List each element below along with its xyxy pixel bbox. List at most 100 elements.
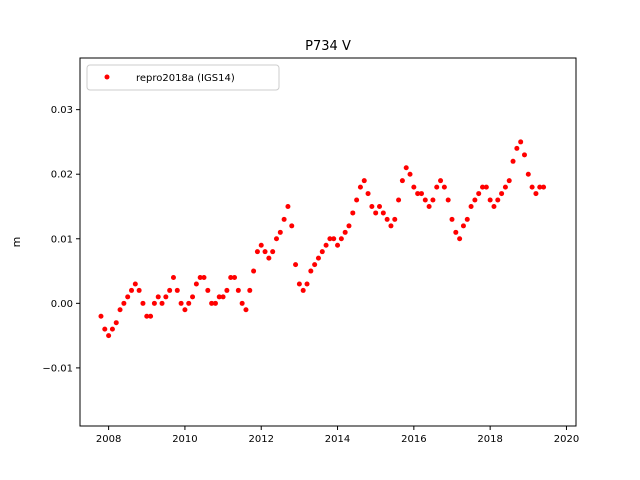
data-point xyxy=(98,313,104,319)
data-point xyxy=(491,203,497,209)
x-tick-label: 2018 xyxy=(477,434,502,445)
data-point xyxy=(338,236,344,242)
data-point xyxy=(335,242,341,248)
data-point xyxy=(380,210,386,216)
data-point xyxy=(331,236,337,242)
y-tick-label: 0.01 xyxy=(51,234,73,245)
data-point xyxy=(483,184,489,190)
data-point xyxy=(518,139,524,145)
data-point xyxy=(422,197,428,203)
data-point xyxy=(216,294,222,300)
data-point xyxy=(388,223,394,229)
data-point xyxy=(125,294,131,300)
data-point xyxy=(163,294,169,300)
data-point xyxy=(190,294,196,300)
data-point xyxy=(232,275,238,281)
data-point xyxy=(239,300,245,306)
data-point xyxy=(399,178,405,184)
data-point xyxy=(289,223,295,229)
data-point xyxy=(392,216,398,222)
data-point xyxy=(186,300,192,306)
x-tick-label: 2008 xyxy=(96,434,121,445)
data-point xyxy=(499,191,505,197)
data-point xyxy=(182,307,188,313)
data-point xyxy=(197,275,203,281)
data-point xyxy=(369,203,375,209)
data-point xyxy=(228,275,234,281)
data-point xyxy=(247,287,253,293)
data-point xyxy=(521,152,527,158)
data-point xyxy=(148,313,154,319)
data-point xyxy=(346,223,352,229)
data-point xyxy=(212,300,218,306)
data-point xyxy=(151,300,157,306)
data-point xyxy=(430,197,436,203)
data-point xyxy=(117,307,123,313)
data-point xyxy=(441,184,447,190)
x-axis: 2008 2010 2012 2014 2016 2018 2020 xyxy=(96,426,579,445)
data-point xyxy=(167,287,173,293)
data-point xyxy=(113,320,119,326)
data-point xyxy=(418,191,424,197)
data-point xyxy=(136,287,142,293)
data-point xyxy=(510,158,516,164)
data-point xyxy=(415,191,421,197)
data-point xyxy=(178,300,184,306)
data-point xyxy=(453,229,459,235)
data-point xyxy=(106,333,112,339)
data-point xyxy=(407,171,413,177)
legend: repro2018a (IGS14) xyxy=(86,64,280,91)
data-point xyxy=(193,281,199,287)
y-tick-label: 0.00 xyxy=(51,299,73,310)
data-point xyxy=(174,287,180,293)
data-point xyxy=(384,216,390,222)
data-point xyxy=(129,287,135,293)
data-point xyxy=(449,216,455,222)
data-point xyxy=(296,281,302,287)
data-point xyxy=(304,281,310,287)
data-point xyxy=(224,287,230,293)
data-point xyxy=(533,191,539,197)
legend-box xyxy=(86,64,280,91)
plot-frame xyxy=(79,57,577,427)
data-point xyxy=(373,210,379,216)
y-tick-label: −0.01 xyxy=(42,363,73,374)
data-point xyxy=(323,242,329,248)
data-point xyxy=(541,184,547,190)
data-point xyxy=(312,262,318,268)
legend-marker xyxy=(104,74,110,80)
data-point xyxy=(468,203,474,209)
data-point xyxy=(327,236,333,242)
y-axis: −0.01 0.00 0.01 0.02 0.03 xyxy=(42,105,80,374)
data-point xyxy=(472,197,478,203)
data-point xyxy=(434,184,440,190)
data-point xyxy=(300,287,306,293)
data-point xyxy=(464,216,470,222)
data-point xyxy=(254,249,260,255)
data-point xyxy=(350,210,356,216)
data-point xyxy=(270,249,276,255)
data-point xyxy=(361,178,367,184)
data-point xyxy=(159,300,165,306)
data-point xyxy=(277,229,283,235)
data-point xyxy=(480,184,486,190)
data-point xyxy=(205,287,211,293)
x-tick-label: 2020 xyxy=(554,434,579,445)
x-tick-label: 2016 xyxy=(401,434,426,445)
data-point xyxy=(285,203,291,209)
data-point xyxy=(262,249,268,255)
data-point xyxy=(445,197,451,203)
data-point xyxy=(365,191,371,197)
data-point xyxy=(506,178,512,184)
data-point xyxy=(209,300,215,306)
data-point xyxy=(342,229,348,235)
data-point xyxy=(258,242,264,248)
data-point xyxy=(140,300,146,306)
data-point xyxy=(235,287,241,293)
data-point xyxy=(529,184,535,190)
data-point xyxy=(426,203,432,209)
data-point xyxy=(243,307,249,313)
y-axis-label: m xyxy=(10,237,23,248)
y-tick-label: 0.02 xyxy=(51,170,73,181)
